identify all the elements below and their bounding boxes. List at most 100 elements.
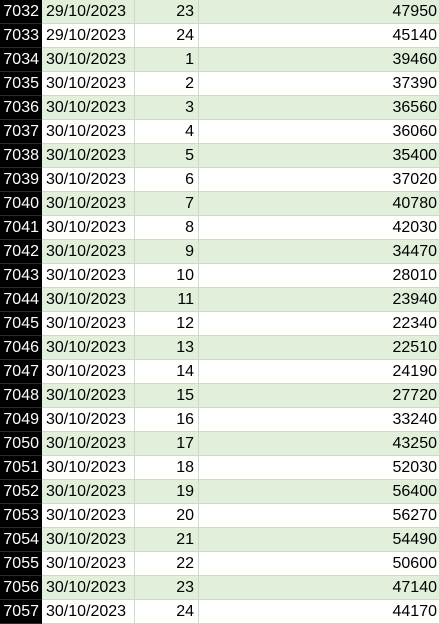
value-cell[interactable]: 33240 bbox=[199, 408, 440, 432]
hour-cell[interactable]: 24 bbox=[135, 24, 199, 48]
value-cell[interactable]: 22510 bbox=[199, 336, 440, 360]
hour-cell[interactable]: 18 bbox=[135, 456, 199, 480]
hour-cell[interactable]: 13 bbox=[135, 336, 199, 360]
hour-cell[interactable]: 7 bbox=[135, 192, 199, 216]
date-cell[interactable]: 30/10/2023 bbox=[42, 336, 135, 360]
date-cell[interactable]: 30/10/2023 bbox=[42, 216, 135, 240]
value-cell[interactable]: 54490 bbox=[199, 528, 440, 552]
hour-cell[interactable]: 22 bbox=[135, 552, 199, 576]
hour-cell[interactable]: 12 bbox=[135, 312, 199, 336]
value-cell[interactable]: 47140 bbox=[199, 576, 440, 600]
hour-cell[interactable]: 17 bbox=[135, 432, 199, 456]
row-header[interactable]: 7048 bbox=[0, 384, 42, 408]
hour-cell[interactable]: 4 bbox=[135, 120, 199, 144]
value-cell[interactable]: 47950 bbox=[199, 0, 440, 24]
hour-cell[interactable]: 24 bbox=[135, 600, 199, 624]
hour-cell[interactable]: 1 bbox=[135, 48, 199, 72]
value-cell[interactable]: 39460 bbox=[199, 48, 440, 72]
value-cell[interactable]: 45140 bbox=[199, 24, 440, 48]
hour-cell[interactable]: 3 bbox=[135, 96, 199, 120]
date-cell[interactable]: 30/10/2023 bbox=[42, 312, 135, 336]
row-header[interactable]: 7037 bbox=[0, 120, 42, 144]
hour-cell[interactable]: 16 bbox=[135, 408, 199, 432]
hour-cell[interactable]: 9 bbox=[135, 240, 199, 264]
row-header[interactable]: 7032 bbox=[0, 0, 42, 24]
hour-cell[interactable]: 11 bbox=[135, 288, 199, 312]
row-header[interactable]: 7044 bbox=[0, 288, 42, 312]
date-cell[interactable]: 30/10/2023 bbox=[42, 48, 135, 72]
value-cell[interactable]: 40780 bbox=[199, 192, 440, 216]
value-cell[interactable]: 28010 bbox=[199, 264, 440, 288]
value-cell[interactable]: 24190 bbox=[199, 360, 440, 384]
row-header[interactable]: 7056 bbox=[0, 576, 42, 600]
date-cell[interactable]: 30/10/2023 bbox=[42, 576, 135, 600]
row-header[interactable]: 7035 bbox=[0, 72, 42, 96]
value-cell[interactable]: 27720 bbox=[199, 384, 440, 408]
value-cell[interactable]: 50600 bbox=[199, 552, 440, 576]
hour-cell[interactable]: 6 bbox=[135, 168, 199, 192]
hour-cell[interactable]: 23 bbox=[135, 576, 199, 600]
value-cell[interactable]: 56270 bbox=[199, 504, 440, 528]
date-cell[interactable]: 30/10/2023 bbox=[42, 240, 135, 264]
hour-cell[interactable]: 5 bbox=[135, 144, 199, 168]
date-cell[interactable]: 30/10/2023 bbox=[42, 264, 135, 288]
date-cell[interactable]: 30/10/2023 bbox=[42, 360, 135, 384]
date-cell[interactable]: 30/10/2023 bbox=[42, 504, 135, 528]
date-cell[interactable]: 30/10/2023 bbox=[42, 288, 135, 312]
row-header[interactable]: 7052 bbox=[0, 480, 42, 504]
hour-cell[interactable]: 10 bbox=[135, 264, 199, 288]
value-cell[interactable]: 36060 bbox=[199, 120, 440, 144]
date-cell[interactable]: 30/10/2023 bbox=[42, 528, 135, 552]
date-cell[interactable]: 30/10/2023 bbox=[42, 72, 135, 96]
date-cell[interactable]: 30/10/2023 bbox=[42, 384, 135, 408]
row-header[interactable]: 7041 bbox=[0, 216, 42, 240]
row-header[interactable]: 7053 bbox=[0, 504, 42, 528]
date-cell[interactable]: 30/10/2023 bbox=[42, 192, 135, 216]
value-cell[interactable]: 52030 bbox=[199, 456, 440, 480]
row-header[interactable]: 7034 bbox=[0, 48, 42, 72]
row-header[interactable]: 7054 bbox=[0, 528, 42, 552]
value-cell[interactable]: 37390 bbox=[199, 72, 440, 96]
value-cell[interactable]: 35400 bbox=[199, 144, 440, 168]
date-cell[interactable]: 30/10/2023 bbox=[42, 600, 135, 624]
date-cell[interactable]: 29/10/2023 bbox=[42, 0, 135, 24]
value-cell[interactable]: 42030 bbox=[199, 216, 440, 240]
row-header[interactable]: 7042 bbox=[0, 240, 42, 264]
hour-cell[interactable]: 23 bbox=[135, 0, 199, 24]
row-header[interactable]: 7057 bbox=[0, 600, 42, 624]
value-cell[interactable]: 56400 bbox=[199, 480, 440, 504]
row-header[interactable]: 7038 bbox=[0, 144, 42, 168]
value-cell[interactable]: 36560 bbox=[199, 96, 440, 120]
hour-cell[interactable]: 20 bbox=[135, 504, 199, 528]
row-header[interactable]: 7040 bbox=[0, 192, 42, 216]
date-cell[interactable]: 30/10/2023 bbox=[42, 120, 135, 144]
row-header[interactable]: 7047 bbox=[0, 360, 42, 384]
row-header[interactable]: 7055 bbox=[0, 552, 42, 576]
row-header[interactable]: 7045 bbox=[0, 312, 42, 336]
row-header[interactable]: 7039 bbox=[0, 168, 42, 192]
date-cell[interactable]: 30/10/2023 bbox=[42, 168, 135, 192]
row-header[interactable]: 7036 bbox=[0, 96, 42, 120]
value-cell[interactable]: 23940 bbox=[199, 288, 440, 312]
date-cell[interactable]: 30/10/2023 bbox=[42, 480, 135, 504]
value-cell[interactable]: 43250 bbox=[199, 432, 440, 456]
hour-cell[interactable]: 19 bbox=[135, 480, 199, 504]
date-cell[interactable]: 30/10/2023 bbox=[42, 432, 135, 456]
value-cell[interactable]: 22340 bbox=[199, 312, 440, 336]
hour-cell[interactable]: 21 bbox=[135, 528, 199, 552]
hour-cell[interactable]: 8 bbox=[135, 216, 199, 240]
hour-cell[interactable]: 14 bbox=[135, 360, 199, 384]
hour-cell[interactable]: 15 bbox=[135, 384, 199, 408]
date-cell[interactable]: 29/10/2023 bbox=[42, 24, 135, 48]
row-header[interactable]: 7046 bbox=[0, 336, 42, 360]
row-header[interactable]: 7033 bbox=[0, 24, 42, 48]
row-header[interactable]: 7050 bbox=[0, 432, 42, 456]
row-header[interactable]: 7051 bbox=[0, 456, 42, 480]
date-cell[interactable]: 30/10/2023 bbox=[42, 456, 135, 480]
row-header[interactable]: 7049 bbox=[0, 408, 42, 432]
row-header[interactable]: 7043 bbox=[0, 264, 42, 288]
value-cell[interactable]: 37020 bbox=[199, 168, 440, 192]
value-cell[interactable]: 44170 bbox=[199, 600, 440, 624]
date-cell[interactable]: 30/10/2023 bbox=[42, 144, 135, 168]
date-cell[interactable]: 30/10/2023 bbox=[42, 408, 135, 432]
